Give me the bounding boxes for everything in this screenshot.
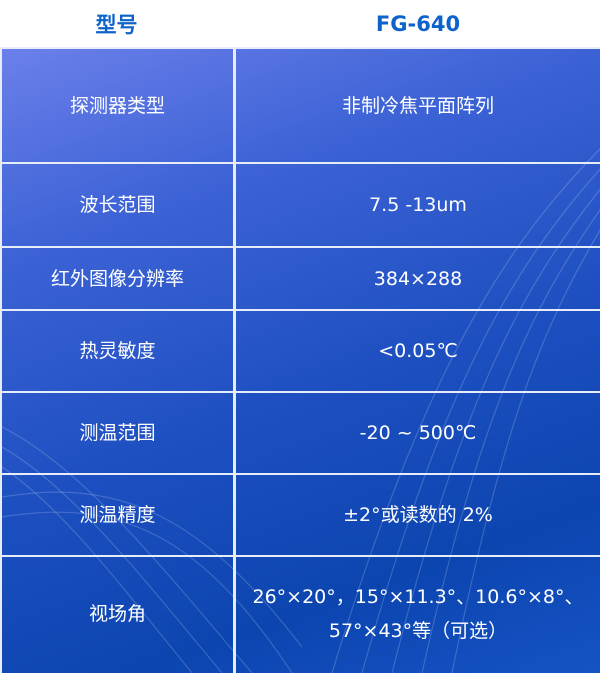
row-label: 探测器类型 — [69, 94, 165, 117]
table-row: 热灵敏度 <0.05℃ — [2, 311, 600, 391]
row-value: 384×288 — [373, 267, 463, 290]
grid-line — [2, 47, 600, 49]
grid-line — [2, 162, 600, 164]
table-row: 波长范围 7.5 -13um — [2, 164, 600, 246]
table-header: 型号 FG-640 — [0, 0, 600, 47]
row-value: 非制冷焦平面阵列 — [341, 94, 494, 117]
row-value: ±2°或读数的 2% — [343, 504, 493, 526]
row-label: 热灵敏度 — [79, 340, 156, 362]
wave-lines-decoration — [2, 148, 600, 673]
row-label: 测温范围 — [79, 422, 156, 444]
table-background — [2, 47, 600, 673]
grid-line — [0, 47, 2, 673]
row-value: -20 ~ 500℃ — [359, 422, 477, 444]
header-model: FG-640 — [375, 11, 461, 36]
grid-line — [2, 309, 600, 311]
header-label: 型号 — [95, 12, 138, 37]
table-row: 测温精度 ±2°或读数的 2% — [2, 475, 600, 555]
table-row: 探测器类型 非制冷焦平面阵列 — [2, 49, 600, 162]
table-row: 视场角 26°×20°，15°×11.3°、10.6°×8°、57°×43°等（… — [2, 557, 600, 671]
grid-line — [2, 246, 600, 248]
grid-line — [2, 391, 600, 393]
table-row: 测温范围 -20 ~ 500℃ — [2, 393, 600, 473]
row-label: 红外图像分辨率 — [50, 267, 184, 290]
row-label: 测温精度 — [79, 504, 156, 526]
row-label: 波长范围 — [79, 194, 156, 216]
row-label: 视场角 — [88, 603, 146, 625]
table-row: 红外图像分辨率 384×288 — [2, 248, 600, 309]
grid-line — [2, 555, 600, 557]
row-value: <0.05℃ — [378, 340, 458, 362]
grid-line — [2, 473, 600, 475]
row-value: 7.5 -13um — [369, 194, 467, 216]
grid-line — [233, 47, 236, 673]
row-value: 26°×20°，15°×11.3°、10.6°×8°、57°×43°等（可选） — [252, 586, 584, 642]
